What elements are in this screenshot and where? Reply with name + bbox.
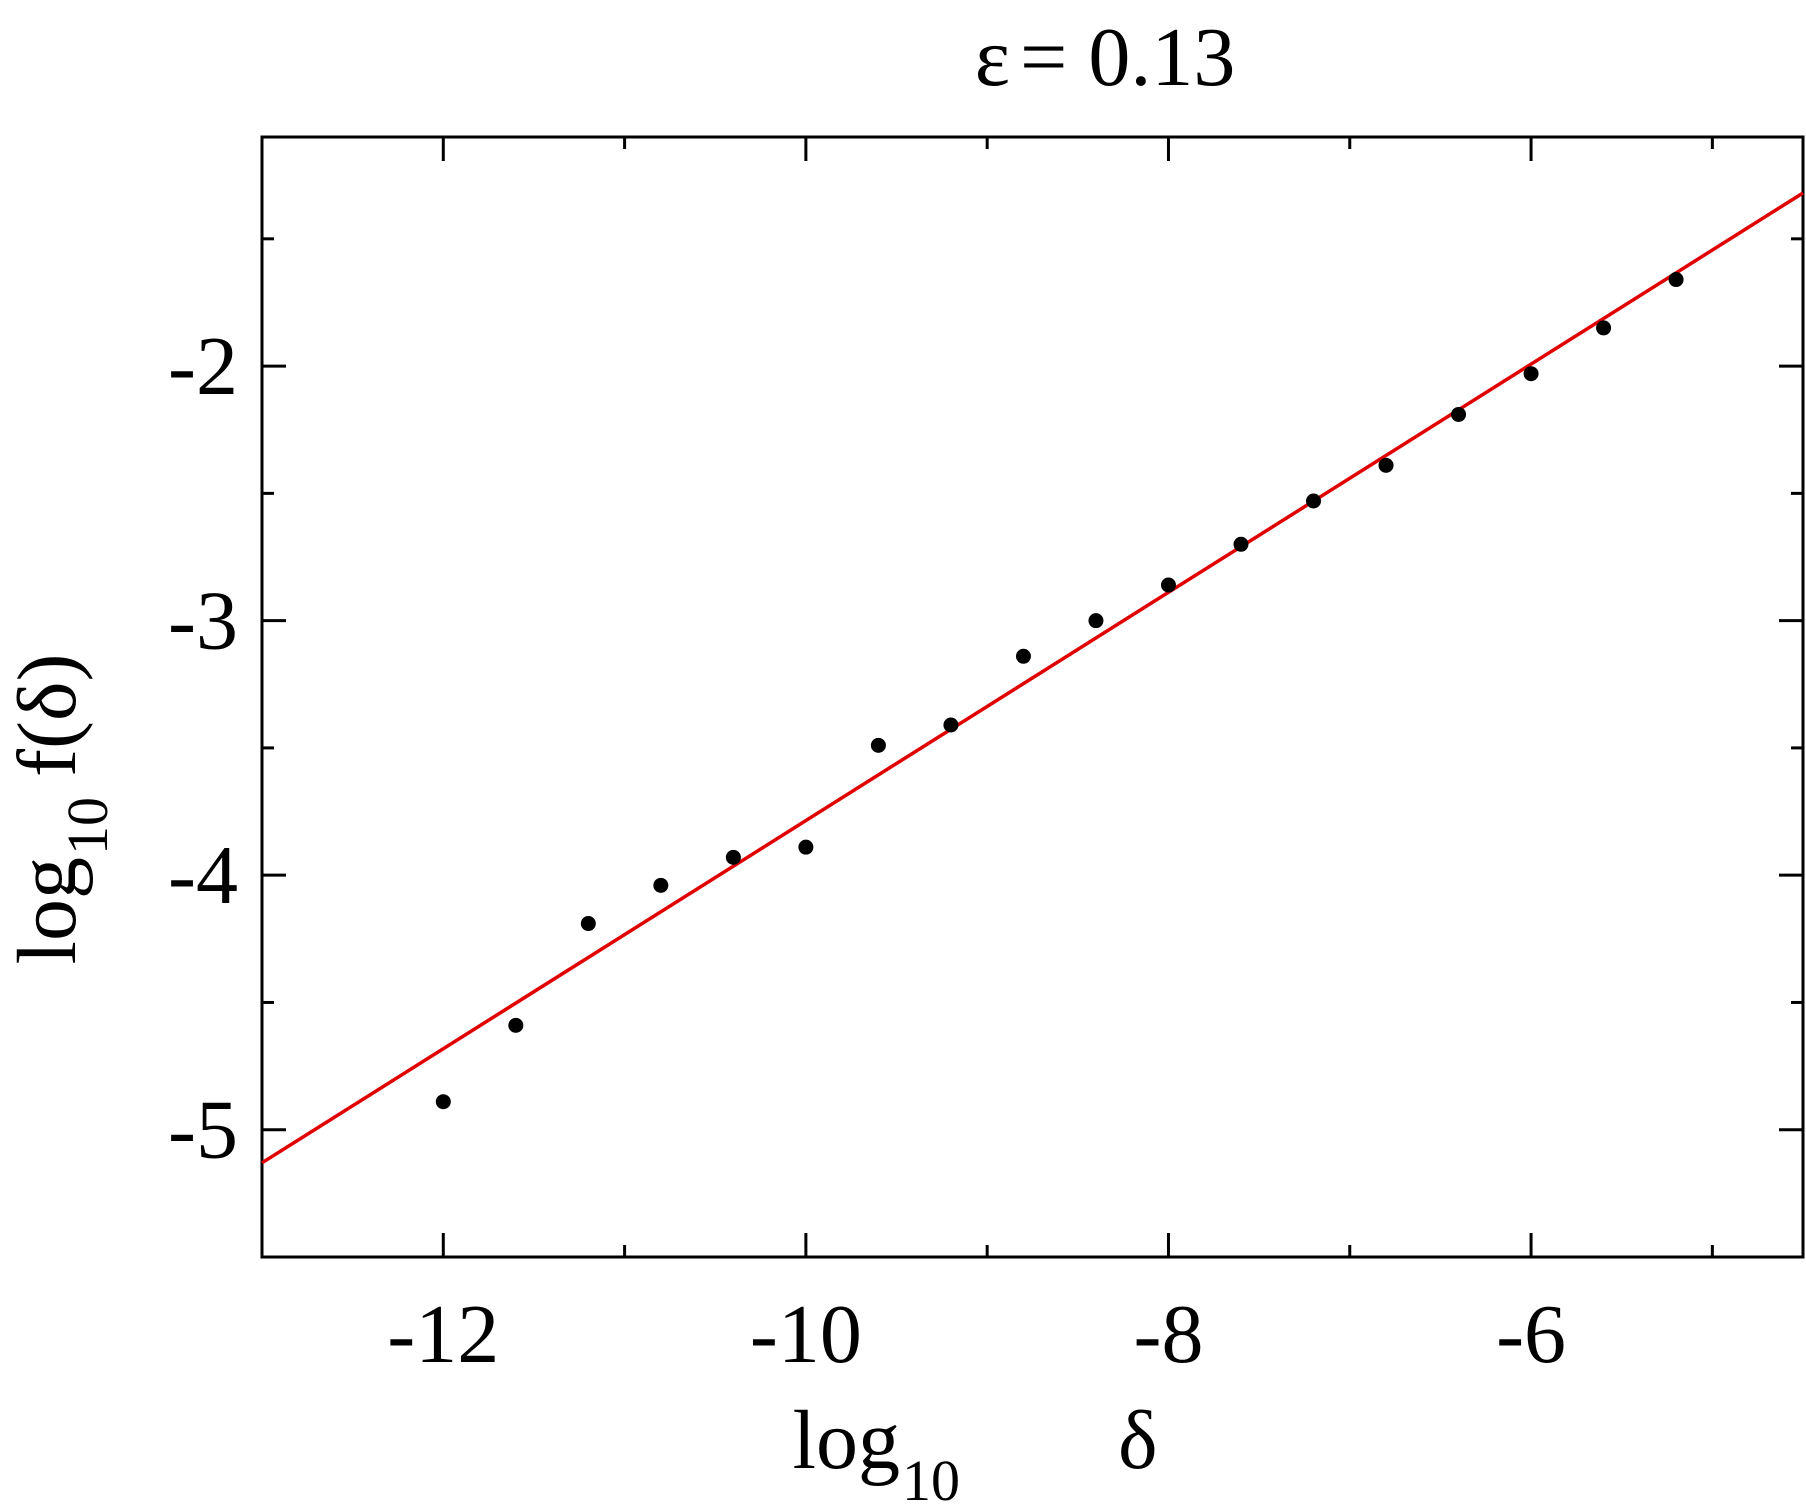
x-axis-label-variable: δ — [1118, 1394, 1158, 1487]
y-axis-label: log 10 f(δ) — [1, 654, 120, 965]
data-point — [1451, 406, 1467, 422]
data-point — [1596, 320, 1612, 336]
axis-ticks — [262, 137, 1803, 1257]
x-tick-label: -10 — [750, 1288, 862, 1381]
y-axis-label-base: log — [1, 857, 94, 964]
data-point — [653, 877, 669, 893]
data-point — [1378, 457, 1394, 473]
y-tick-label: -4 — [168, 829, 238, 922]
data-point — [1306, 493, 1322, 509]
data-point — [580, 916, 596, 932]
data-point — [435, 1094, 451, 1110]
data-point — [725, 849, 741, 865]
y-axis-label-subscript: 10 — [55, 797, 120, 855]
data-point — [1523, 366, 1539, 382]
x-axis-label: log 10 δ — [793, 1394, 1158, 1510]
x-tick-label: -8 — [1133, 1288, 1203, 1381]
data-point — [1160, 577, 1176, 593]
data-point — [508, 1017, 524, 1033]
y-tick-label: -3 — [168, 575, 238, 668]
x-axis-label-base: log — [793, 1394, 900, 1487]
y-tick-label: -5 — [168, 1084, 238, 1177]
x-axis-label-subscript: 10 — [902, 1448, 960, 1510]
x-tick-label: -12 — [387, 1288, 499, 1381]
axis-tick-labels: -12 -10 -8 -6 -5 -4 -3 -2 — [168, 320, 1566, 1381]
data-point — [798, 839, 814, 855]
plot-frame — [260, 135, 1805, 1259]
data-point — [870, 737, 886, 753]
data-point — [1233, 536, 1249, 552]
fit-line-layer — [261, 191, 1804, 1165]
y-tick-label: -2 — [168, 320, 238, 413]
y-axis-label-variable: f(δ) — [1, 654, 94, 778]
data-point — [943, 717, 959, 733]
fit-line — [261, 191, 1804, 1165]
chart-title-value: = 0.13 — [1020, 11, 1235, 104]
data-point — [1015, 648, 1031, 664]
data-points-layer — [435, 272, 1684, 1110]
x-tick-label: -6 — [1496, 1288, 1566, 1381]
chart-title-symbol: ε — [975, 11, 1010, 104]
data-point — [1668, 272, 1684, 288]
chart-title: ε = 0.13 — [975, 11, 1236, 104]
data-point — [1088, 613, 1104, 629]
